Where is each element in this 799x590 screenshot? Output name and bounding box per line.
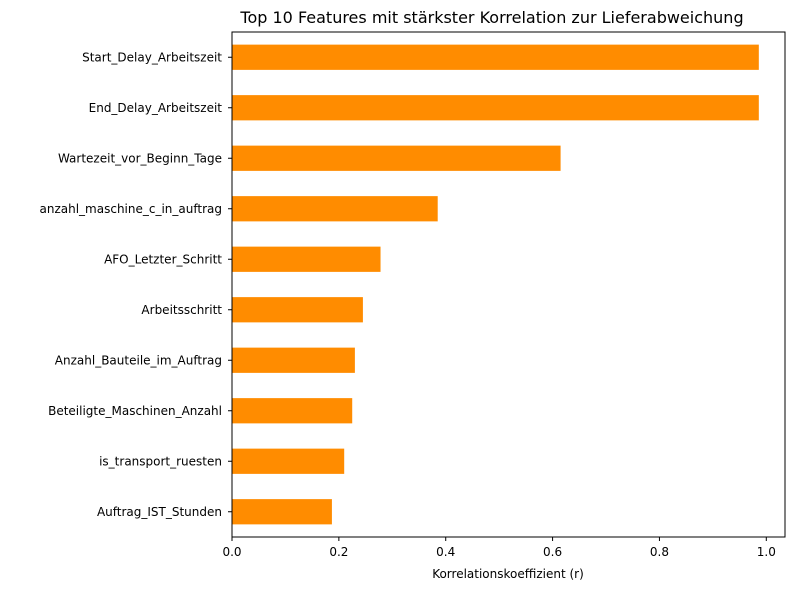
bars-group bbox=[232, 44, 759, 525]
x-tick-label: 0.6 bbox=[543, 545, 562, 559]
y-tick-label: Wartezeit_vor_Beginn_Tage bbox=[58, 151, 222, 165]
plot-frame bbox=[231, 31, 786, 538]
x-tick-label: 1.0 bbox=[757, 545, 776, 559]
bar-is_transport_ruesten bbox=[232, 448, 345, 474]
x-tick-label: 0.2 bbox=[329, 545, 348, 559]
x-axis-ticks: 0.0 0.2 0.4 0.6 0.8 1.0 bbox=[222, 537, 776, 559]
y-tick-label: Anzahl_Bauteile_im_Auftrag bbox=[55, 353, 222, 367]
chart-title: Top 10 Features mit stärkster Korrelatio… bbox=[239, 8, 743, 27]
y-tick-label: Start_Delay_Arbeitszeit bbox=[82, 50, 222, 64]
y-tick-label: is_transport_ruesten bbox=[99, 454, 222, 468]
bar-Anzahl_Bauteile_im_Auftrag bbox=[232, 347, 355, 373]
y-tick-label: AFO_Letzter_Schritt bbox=[104, 252, 222, 266]
y-tick-label: Arbeitsschritt bbox=[141, 303, 222, 317]
bar-Auftrag_IST_Stunden bbox=[232, 499, 332, 525]
x-tick-label: 0.4 bbox=[436, 545, 455, 559]
y-tick-label: Auftrag_IST_Stunden bbox=[97, 505, 222, 519]
bar-Beteiligte_Maschinen_Anzahl bbox=[232, 398, 353, 424]
y-tick-label: Beteiligte_Maschinen_Anzahl bbox=[48, 404, 222, 418]
y-axis-ticks: Start_Delay_Arbeitszeit End_Delay_Arbeits… bbox=[40, 50, 232, 519]
x-tick-label: 0.8 bbox=[650, 545, 669, 559]
bar-End_Delay_Arbeitszeit bbox=[232, 95, 759, 121]
bar-AFO_Letzter_Schritt bbox=[232, 246, 381, 272]
bar-Wartezeit_vor_Beginn_Tage bbox=[232, 145, 561, 171]
y-tick-label: anzahl_maschine_c_in_auftrag bbox=[40, 202, 223, 216]
x-tick-label: 0.0 bbox=[222, 545, 241, 559]
bar-Arbeitsschritt bbox=[232, 297, 363, 323]
bar-anzahl_maschine_c_in_auftrag bbox=[232, 196, 438, 222]
x-axis-label: Korrelationskoeffizient (r) bbox=[432, 567, 584, 581]
y-tick-label: End_Delay_Arbeitszeit bbox=[89, 101, 223, 115]
bar-Start_Delay_Arbeitszeit bbox=[232, 44, 759, 70]
